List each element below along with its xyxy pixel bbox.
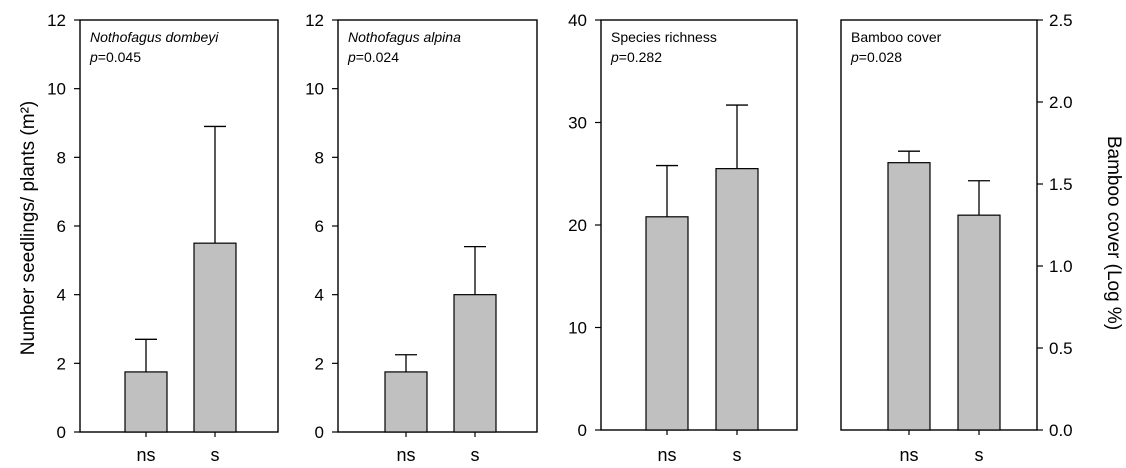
panel-4-frame bbox=[840, 19, 1038, 431]
bar-ns bbox=[645, 216, 689, 431]
bar-s bbox=[957, 214, 1001, 431]
y-tick-label: 8 bbox=[315, 148, 324, 167]
y-tick-label: 20 bbox=[568, 216, 587, 235]
y-tick-label: 0 bbox=[578, 421, 587, 440]
panel-3-p-value: p=0.282 bbox=[610, 49, 662, 65]
y-tick-label: 0 bbox=[315, 423, 324, 442]
bar-s bbox=[715, 168, 759, 431]
panel-2-p-value: p=0.024 bbox=[347, 49, 399, 65]
panel-1-p-value: p=0.045 bbox=[89, 49, 141, 65]
y-tick-label: 0.0 bbox=[1049, 421, 1073, 440]
y-tick-label: 4 bbox=[315, 286, 324, 305]
y-tick-label: 4 bbox=[57, 286, 66, 305]
x-tick-label-s: s bbox=[211, 445, 220, 465]
panel-2-title: Nothofagus alpina bbox=[348, 29, 461, 45]
y-axis-title-right: Bamboo cover (Log %) bbox=[1103, 136, 1124, 330]
panel-3-title: Species richness bbox=[611, 29, 717, 45]
y-tick-label: 6 bbox=[315, 217, 324, 236]
y-tick-label: 1.0 bbox=[1049, 257, 1073, 276]
y-tick-label: 6 bbox=[57, 217, 66, 236]
bar-s bbox=[193, 242, 237, 433]
x-tick-label-ns: ns bbox=[396, 445, 415, 465]
panel-4-p-value: p=0.028 bbox=[850, 49, 902, 65]
y-tick-label: 2.5 bbox=[1049, 11, 1073, 30]
y-tick-label: 8 bbox=[57, 148, 66, 167]
x-tick-label-ns: ns bbox=[657, 445, 676, 465]
y-tick-label: 10 bbox=[47, 80, 66, 99]
y-tick-label: 10 bbox=[305, 80, 324, 99]
panel-3-frame bbox=[600, 19, 798, 431]
x-tick-label-s: s bbox=[733, 445, 742, 465]
panel-1-frame bbox=[79, 19, 279, 433]
y-tick-label: 1.5 bbox=[1049, 175, 1073, 194]
panel-1-title: Nothofagus dombeyi bbox=[90, 29, 219, 45]
bar-s bbox=[453, 294, 497, 433]
x-tick-label-s: s bbox=[975, 445, 984, 465]
y-tick-label: 12 bbox=[305, 11, 324, 30]
y-tick-label: 12 bbox=[47, 11, 66, 30]
panel-4-title: Bamboo cover bbox=[851, 29, 942, 45]
bar-ns bbox=[887, 162, 931, 431]
y-tick-label: 2 bbox=[315, 354, 324, 373]
y-axis-title-left: Number seedlings/ plants (m²) bbox=[18, 101, 39, 355]
y-tick-label: 30 bbox=[568, 114, 587, 133]
y-tick-label: 2 bbox=[57, 354, 66, 373]
y-tick-label: 0.5 bbox=[1049, 339, 1073, 358]
y-tick-label: 10 bbox=[568, 319, 587, 338]
panel-2-frame bbox=[337, 19, 538, 433]
y-tick-label: 0 bbox=[57, 423, 66, 442]
x-tick-label-s: s bbox=[471, 445, 480, 465]
bar-ns bbox=[384, 371, 428, 433]
y-tick-label: 40 bbox=[568, 11, 587, 30]
y-tick-label: 2.0 bbox=[1049, 93, 1073, 112]
bar-ns bbox=[124, 371, 168, 433]
x-tick-label-ns: ns bbox=[899, 445, 918, 465]
x-tick-label-ns: ns bbox=[136, 445, 155, 465]
